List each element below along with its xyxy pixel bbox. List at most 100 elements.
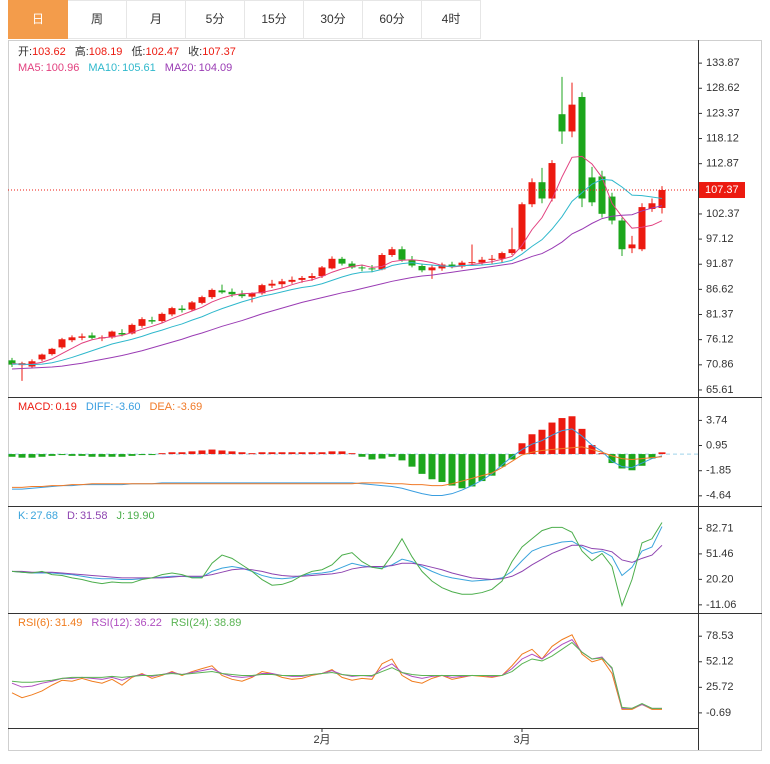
- y-tick-label: 123.37: [706, 107, 740, 119]
- candle-body: [588, 177, 596, 203]
- candle-body: [188, 302, 196, 310]
- candle-body: [108, 331, 116, 338]
- candle-body: [628, 244, 636, 249]
- candle-body: [618, 220, 626, 250]
- macd-bar: [208, 449, 216, 455]
- macd-bar: [548, 422, 556, 455]
- x-tick-label: 3月: [513, 734, 530, 746]
- macd-bar: [398, 454, 406, 461]
- legend-value: 19.90: [127, 510, 155, 522]
- macd-bar: [378, 454, 386, 459]
- legend-name: MACD:: [18, 401, 53, 413]
- y-tick-label: 82.71: [706, 522, 734, 534]
- period-tab[interactable]: 周: [68, 0, 127, 39]
- candle-body: [128, 324, 136, 334]
- macd-bar: [408, 454, 416, 467]
- candle-body: [8, 360, 16, 365]
- macd-bar: [178, 452, 186, 455]
- period-tab[interactable]: 60分: [363, 0, 422, 39]
- macd-bar: [38, 454, 46, 457]
- macd-bar: [288, 452, 296, 455]
- info-label: 高:: [75, 44, 89, 58]
- legend-value: 104.09: [199, 62, 233, 74]
- macd-bar: [358, 454, 366, 457]
- period-tab[interactable]: 5分: [186, 0, 245, 39]
- macd-bar: [258, 452, 266, 455]
- macd-bar: [58, 454, 66, 456]
- macd-bar: [18, 454, 26, 458]
- indicator-line: [11, 522, 663, 608]
- candle-body: [298, 277, 306, 280]
- info-value: 103.62: [32, 46, 66, 58]
- indicator-line: [12, 428, 663, 496]
- y-tick-label: -11.06: [706, 599, 736, 611]
- legend-name: MA10:: [88, 62, 120, 74]
- period-tab[interactable]: 15分: [245, 0, 304, 39]
- candle-body: [578, 96, 586, 199]
- y-tick-label: 3.74: [706, 414, 727, 426]
- macd-bar: [118, 454, 126, 457]
- candle-body: [508, 249, 516, 254]
- macd-bar: [318, 452, 326, 455]
- macd-bar: [558, 418, 566, 455]
- candle-body: [48, 348, 56, 355]
- candle-body: [338, 258, 346, 264]
- macd-bar: [198, 450, 206, 455]
- macd-bar: [8, 454, 16, 457]
- legend-value: 31.49: [55, 617, 83, 629]
- macd-bar: [338, 451, 346, 455]
- y-tick-label: -1.85: [706, 465, 731, 477]
- legend-name: DIFF:: [86, 401, 114, 413]
- y-tick-label: 51.46: [706, 548, 734, 560]
- macd-bar: [638, 454, 646, 466]
- macd-bar: [278, 452, 286, 455]
- indicator-line: [11, 155, 663, 366]
- candle-body: [138, 319, 146, 326]
- y-tick-label: 70.86: [706, 359, 734, 371]
- indicator-line: [11, 526, 663, 582]
- macd-bar: [248, 453, 256, 455]
- candle-body: [378, 254, 386, 270]
- macd-bar: [538, 429, 546, 455]
- y-tick-label: 25.72: [706, 681, 734, 693]
- macd-bar: [628, 454, 636, 471]
- candle-body: [478, 259, 486, 263]
- y-tick-label: 118.12: [706, 132, 739, 144]
- y-tick-label: 97.12: [706, 233, 734, 245]
- y-tick-label: 86.62: [706, 283, 734, 295]
- candle-body: [288, 279, 296, 282]
- candle-body: [328, 258, 336, 269]
- macd-bar: [618, 454, 626, 469]
- legend-value: 27.68: [30, 510, 58, 522]
- candle-body: [398, 249, 406, 260]
- period-tab[interactable]: 4时: [422, 0, 481, 39]
- macd-bar: [458, 454, 466, 489]
- candle-body: [148, 320, 156, 322]
- candle-body: [428, 267, 436, 271]
- indicator-line: [11, 641, 662, 709]
- legend-value: 38.89: [214, 617, 242, 629]
- y-tick-label: 133.87: [706, 57, 740, 69]
- candle-body: [68, 337, 76, 341]
- macd-bar: [428, 454, 436, 480]
- macd-bar: [228, 451, 236, 455]
- macd-bar: [78, 454, 86, 456]
- macd-bar: [348, 453, 356, 455]
- macd-bar: [518, 443, 526, 455]
- candle-body: [178, 308, 186, 311]
- info-value: 107.37: [202, 46, 236, 58]
- y-tick-label: 0.95: [706, 439, 727, 451]
- candle-body: [248, 293, 256, 297]
- candle-body: [348, 263, 356, 268]
- y-tick-label: 81.37: [706, 308, 734, 320]
- macd-bar: [158, 453, 166, 455]
- info-value: 102.47: [146, 46, 180, 58]
- candle-body: [558, 114, 566, 132]
- period-tab[interactable]: 日: [8, 0, 68, 39]
- legend-value: 36.22: [134, 617, 162, 629]
- candle-body: [208, 289, 216, 298]
- period-tab[interactable]: 月: [127, 0, 186, 39]
- period-tab[interactable]: 30分: [304, 0, 363, 39]
- legend-value: -3.60: [115, 401, 140, 413]
